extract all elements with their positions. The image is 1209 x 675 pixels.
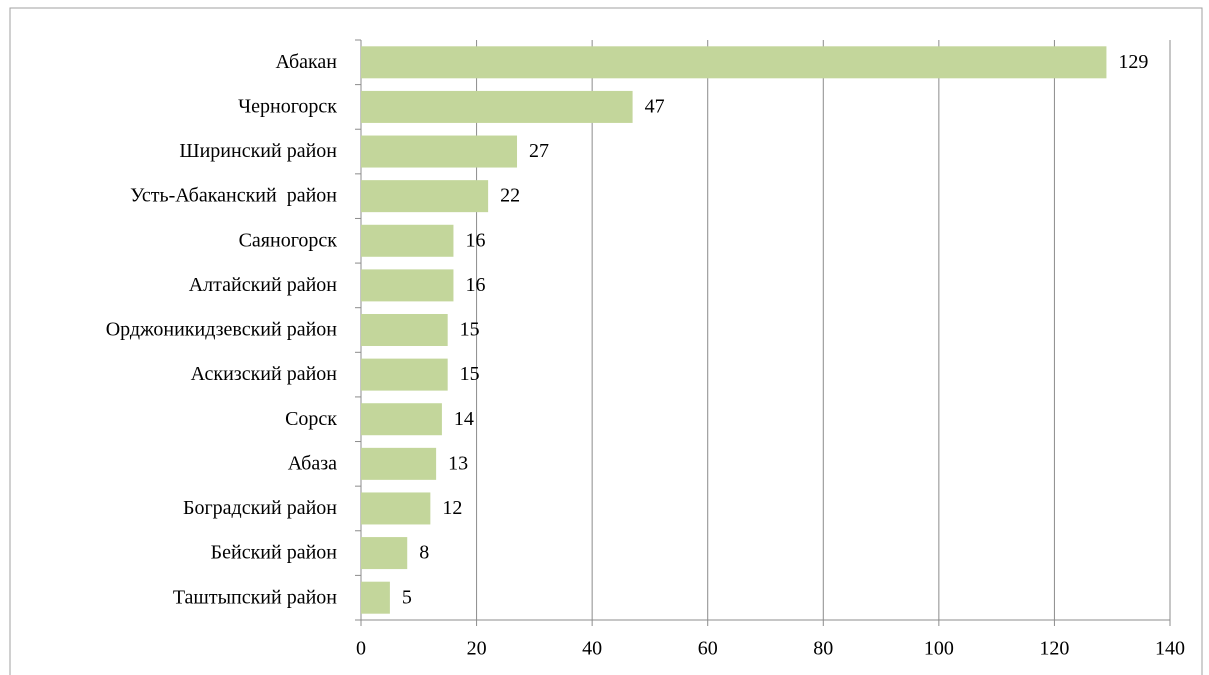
value-label: 16 (465, 274, 485, 296)
bar (361, 224, 454, 257)
value-label: 47 (645, 96, 665, 118)
x-tick-label: 60 (698, 638, 718, 660)
bar (361, 581, 390, 614)
value-label: 15 (460, 363, 480, 385)
x-tick-label: 80 (813, 638, 833, 660)
y-tick-label: Алтайский район (189, 274, 338, 296)
value-label: 129 (1118, 51, 1148, 73)
bar (361, 403, 442, 436)
value-label: 27 (529, 140, 549, 162)
value-label: 16 (465, 229, 485, 251)
y-tick-label: Сорск (285, 408, 337, 430)
value-label: 8 (419, 542, 429, 564)
value-label: 22 (500, 185, 520, 207)
x-tick-label: 100 (924, 638, 954, 660)
y-tick-label: Черногорск (238, 96, 337, 118)
value-label: 15 (460, 319, 480, 341)
value-label: 12 (442, 497, 462, 519)
bar (361, 135, 518, 168)
bar (361, 90, 633, 123)
bar (361, 537, 408, 570)
y-tick-label: Аскизский район (191, 363, 338, 385)
x-tick-label: 0 (356, 638, 366, 660)
bar (361, 492, 431, 525)
y-tick-label: Саяногорск (239, 229, 338, 251)
bar (361, 269, 454, 302)
y-tick-label: Ширинский район (179, 140, 337, 162)
bar (361, 180, 489, 213)
y-tick-label: Орджоникидзевский район (106, 319, 338, 341)
y-tick-label: Таштыпский район (173, 586, 337, 608)
bar (361, 358, 448, 391)
bar (361, 314, 448, 346)
y-tick-label: Бейский район (211, 542, 338, 564)
y-tick-label: Боградский район (183, 497, 337, 519)
y-tick-label: Усть-Абаканский район (130, 185, 337, 207)
value-label: 5 (402, 586, 412, 608)
x-tick-label: 20 (467, 638, 487, 660)
bar (361, 46, 1107, 79)
x-tick-label: 140 (1155, 638, 1185, 660)
bar (361, 447, 437, 480)
y-tick-label: Абакан (276, 51, 338, 73)
x-tick-label: 120 (1039, 638, 1069, 660)
value-label: 14 (454, 408, 474, 430)
x-tick-label: 40 (582, 638, 602, 660)
chart-frame (9, 7, 1203, 675)
value-label: 13 (448, 452, 468, 474)
y-tick-label: Абаза (288, 452, 337, 474)
